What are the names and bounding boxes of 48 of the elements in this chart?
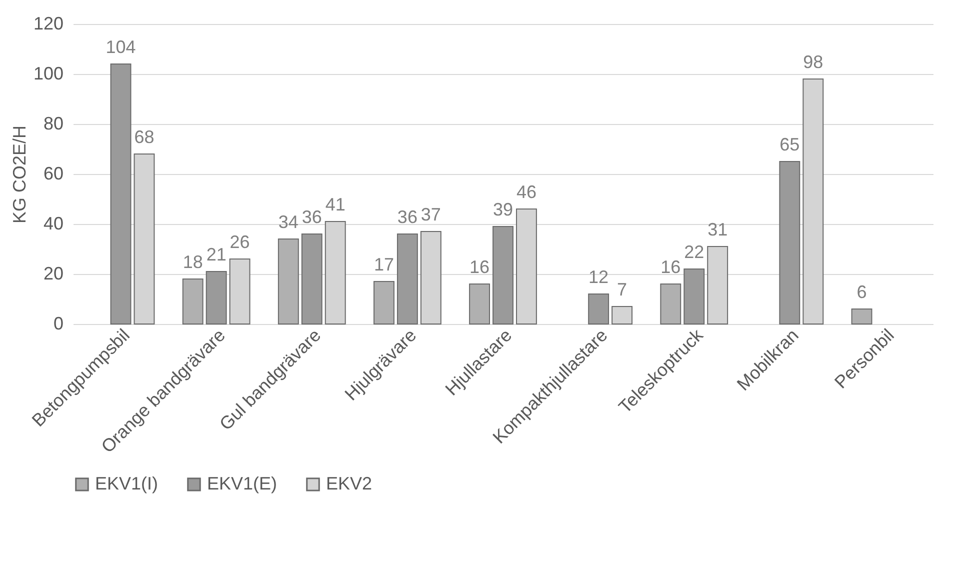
y-tick-label: 100 xyxy=(33,64,64,84)
data-label: 17 xyxy=(374,254,394,274)
legend-label: EKV2 xyxy=(326,473,372,494)
data-label: 98 xyxy=(803,52,824,72)
data-label: 6 xyxy=(856,282,867,302)
data-label: 36 xyxy=(302,207,322,227)
data-label: 68 xyxy=(134,127,154,147)
bar xyxy=(374,281,394,324)
data-label: 37 xyxy=(420,204,441,224)
data-label: 36 xyxy=(397,207,418,227)
bar xyxy=(660,284,682,324)
y-tick-label: 20 xyxy=(43,264,64,284)
bar xyxy=(206,271,227,324)
data-label: 18 xyxy=(182,252,203,272)
bar xyxy=(182,278,204,324)
bar xyxy=(278,238,299,324)
legend-label: EKV1(E) xyxy=(207,473,278,494)
y-axis-title: KG CO2E/H xyxy=(9,125,30,224)
data-label: 16 xyxy=(470,257,490,277)
bar xyxy=(779,161,800,324)
data-label: 22 xyxy=(684,242,704,262)
bar xyxy=(684,268,705,324)
data-label: 46 xyxy=(516,182,536,202)
data-label: 39 xyxy=(492,200,514,220)
data-label: 21 xyxy=(206,244,226,264)
data-label: 12 xyxy=(588,267,609,287)
bar xyxy=(851,308,872,324)
bar xyxy=(110,64,132,324)
bar xyxy=(492,226,514,324)
data-label: 34 xyxy=(278,212,298,232)
data-label: 104 xyxy=(106,37,136,57)
legend-label: EKV1(I) xyxy=(95,473,158,494)
bar xyxy=(396,234,418,324)
data-label: 26 xyxy=(230,232,250,252)
data-label: 7 xyxy=(617,280,628,300)
y-tick-label: 0 xyxy=(53,314,64,334)
bar xyxy=(588,294,610,324)
bar xyxy=(469,284,490,324)
bar xyxy=(612,306,632,324)
data-label: 31 xyxy=(708,220,728,240)
y-tick-label: 60 xyxy=(43,164,64,184)
y-tick-label: 40 xyxy=(43,214,64,234)
data-label: 16 xyxy=(660,257,681,277)
data-label: 41 xyxy=(325,194,346,214)
y-tick-label: 120 xyxy=(33,14,64,34)
y-tick-label: 80 xyxy=(43,114,64,134)
data-label: 65 xyxy=(780,134,800,154)
bar xyxy=(301,234,322,324)
